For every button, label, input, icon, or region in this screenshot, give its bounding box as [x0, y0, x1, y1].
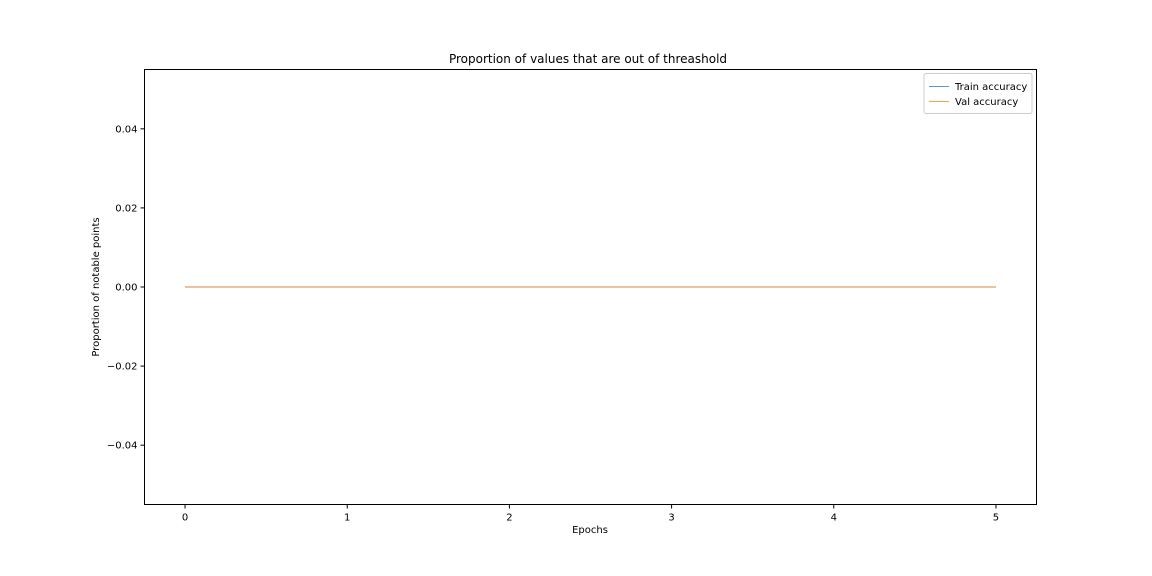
- x-axis: 0 1 2 3 4 5: [182, 504, 999, 524]
- y-tick-label: 0.00: [115, 283, 137, 294]
- chart-title: Proportion of values that are out of thr…: [449, 52, 727, 66]
- x-axis-title: Epochs: [572, 525, 608, 536]
- y-tick-label: 0.04: [115, 124, 137, 135]
- legend-box: [923, 73, 1033, 114]
- y-tick-label: −0.04: [107, 441, 138, 452]
- legend-label: Val accuracy: [955, 97, 1018, 108]
- x-tick-label: 0: [182, 513, 188, 524]
- x-tick-label: 2: [506, 513, 512, 524]
- x-tick-label: 1: [344, 513, 350, 524]
- y-axis: −0.04 −0.02 0.00 0.02 0.04: [107, 124, 145, 452]
- y-axis-title: Proportion of notable points: [91, 217, 102, 356]
- y-tick-label: −0.02: [107, 362, 138, 373]
- legend: Train accuracy Val accuracy: [923, 73, 1033, 114]
- x-tick-label: 3: [668, 513, 674, 524]
- x-tick-label: 5: [993, 513, 999, 524]
- x-tick-label: 4: [831, 513, 837, 524]
- legend-label: Train accuracy: [954, 82, 1027, 93]
- y-tick-label: 0.02: [115, 203, 137, 214]
